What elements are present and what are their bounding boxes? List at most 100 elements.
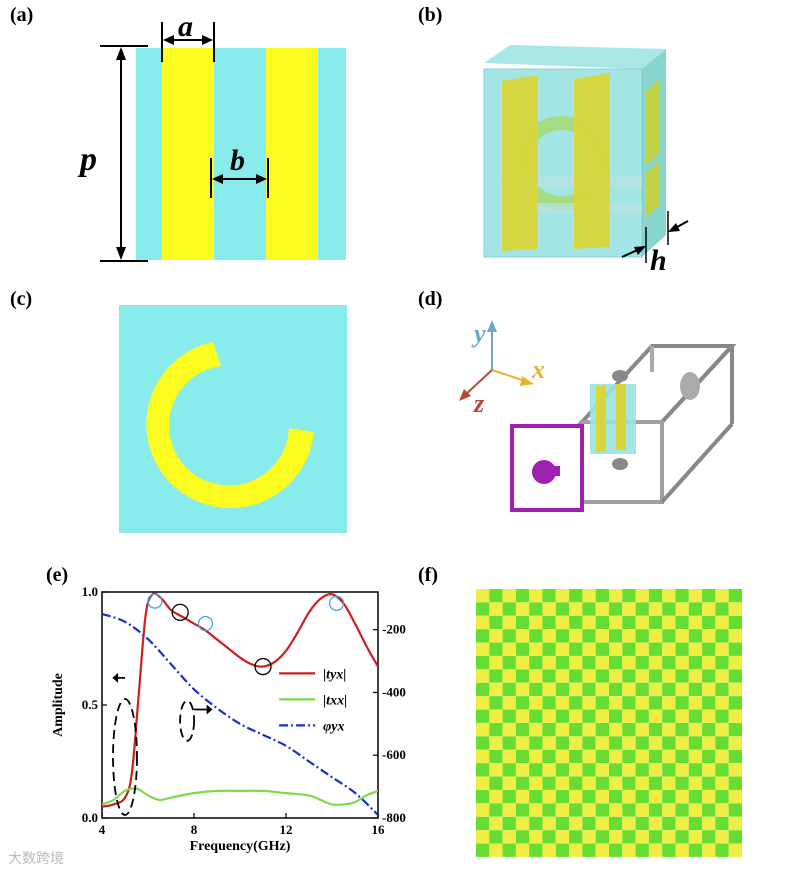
array-tile: [515, 602, 530, 616]
array-tile: [688, 656, 703, 670]
array-tile: [529, 696, 543, 710]
array-tile: [675, 803, 689, 817]
array-tile: [502, 790, 516, 804]
array-tile: [515, 709, 530, 723]
array-tile: [542, 615, 556, 630]
array-tile: [476, 776, 490, 790]
array-tile: [688, 696, 703, 710]
array-tile: [675, 736, 689, 750]
array-tile: [476, 749, 490, 764]
array-tile: [569, 682, 583, 697]
array-tile: [529, 843, 543, 857]
array-tile: [702, 696, 716, 710]
array-tile: [542, 602, 556, 616]
array-tile: [542, 776, 556, 790]
array-tile: [595, 709, 609, 723]
array-tile: [502, 736, 516, 750]
array-tile: [515, 669, 530, 683]
split-ring-layer: [119, 305, 347, 533]
array-tile: [728, 776, 742, 790]
panel-label-c: (c): [10, 288, 33, 310]
array-tile: [502, 723, 516, 737]
array-tile: [502, 709, 516, 723]
array-tile: [622, 816, 636, 831]
array-tile: [569, 843, 583, 857]
array-tile: [529, 749, 543, 764]
array-tile: [609, 682, 623, 697]
dimension-b-label: b: [230, 144, 245, 177]
array-tile: [595, 843, 609, 857]
array-tile: [529, 709, 543, 723]
array-tile: [675, 816, 689, 831]
array-tile: [595, 723, 609, 737]
array-tile: [715, 749, 729, 764]
array-tile: [542, 736, 556, 750]
array-tile: [569, 629, 583, 643]
array-tile: [515, 790, 530, 804]
array-tile: [515, 749, 530, 764]
array-tile: [662, 656, 676, 670]
array-tile: [635, 749, 649, 764]
array-tile: [582, 642, 596, 656]
array-tile: [675, 615, 689, 630]
array-tile: [555, 816, 570, 831]
array-tile: [715, 656, 729, 670]
array-tile: [622, 736, 636, 750]
array-tile: [569, 709, 583, 723]
array-tile: [662, 776, 676, 790]
array-tile: [609, 602, 623, 616]
array-tile: [582, 843, 596, 857]
array-tile: [635, 816, 649, 831]
array-tile: [582, 589, 596, 603]
array-tile: [662, 790, 676, 804]
array-tile: [476, 803, 490, 817]
array-tile: [715, 615, 729, 630]
array-tile: [569, 830, 583, 844]
array-tile: [542, 629, 556, 643]
array-tile: [569, 696, 583, 710]
array-tile: [648, 790, 663, 804]
array-tile: [582, 602, 596, 616]
array-tile: [609, 736, 623, 750]
array-tile: [569, 602, 583, 616]
array-tile: [715, 709, 729, 723]
array-tile: [555, 642, 570, 656]
array-tile: [715, 830, 729, 844]
axis-label-y: y: [471, 319, 486, 348]
array-tile: [529, 615, 543, 630]
y-tick-label: 1.0: [82, 584, 98, 599]
array-tile: [662, 615, 676, 630]
array-tile: [555, 830, 570, 844]
array-tile: [662, 696, 676, 710]
array-tile: [476, 642, 490, 656]
array-tile: [648, 709, 663, 723]
array-tile: [675, 776, 689, 790]
array-tile: [728, 656, 742, 670]
array-tile: [728, 682, 742, 697]
array-tile: [662, 816, 676, 831]
array-tile: [476, 696, 490, 710]
array-tile: [555, 803, 570, 817]
array-tile: [555, 629, 570, 643]
array-tile: [502, 589, 516, 603]
array-tile: [675, 709, 689, 723]
array-tile: [648, 602, 663, 616]
array-tile: [622, 803, 636, 817]
array-tile: [569, 763, 583, 777]
array-tile: [662, 629, 676, 643]
x-tick-label: 12: [280, 822, 293, 837]
array-tile: [622, 723, 636, 737]
array-tile: [702, 749, 716, 764]
array-tile: [688, 629, 703, 643]
array-tile: [555, 763, 570, 777]
array-tile: [609, 656, 623, 670]
array-tile: [489, 749, 503, 764]
array-tile: [569, 723, 583, 737]
array-tile: [609, 696, 623, 710]
array-tile: [609, 776, 623, 790]
array-tile: [595, 803, 609, 817]
annotation-ellipse-amplitude: [112, 698, 138, 816]
array-tile: [476, 589, 490, 603]
array-tile: [622, 642, 636, 656]
array-tile: [555, 749, 570, 764]
